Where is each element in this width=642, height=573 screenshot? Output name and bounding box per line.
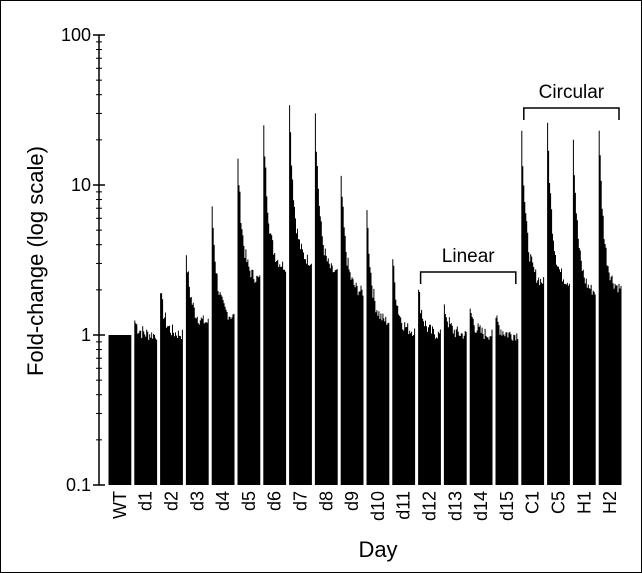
y-tick-label: 0.1	[66, 475, 91, 495]
bar-d2	[160, 293, 183, 485]
x-tick-label: d11	[394, 491, 414, 520]
y-tick-label: 100	[61, 25, 91, 45]
bar-group-d13	[443, 304, 467, 485]
bar-d7	[289, 105, 312, 486]
x-tick-label: WT	[110, 491, 130, 519]
x-tick-label: d2	[162, 491, 182, 511]
bar-WT	[108, 335, 132, 485]
y-tick-label: 10	[71, 175, 91, 195]
bar-d3	[185, 255, 209, 485]
bar-d10	[366, 210, 390, 485]
x-tick-label: d13	[445, 491, 465, 521]
bar-group-d1	[134, 320, 158, 485]
bar-d15	[495, 315, 519, 485]
annotation-label: Circular	[539, 82, 605, 103]
bar-d13	[443, 304, 467, 485]
x-axis-labels: WT d1 d2 d3 d4 d5 d6 d7 d8 d9 d10 d11 d12 d13 d14 d15 C1…	[110, 491, 620, 521]
bar-C1	[521, 130, 545, 485]
x-tick-label: d7	[291, 491, 311, 511]
bar-d12	[418, 289, 441, 485]
bar-d6	[263, 125, 287, 486]
annotation-label: Linear	[442, 246, 495, 267]
bar-C5	[547, 122, 570, 486]
annotation-bracket	[523, 107, 620, 120]
x-axis-title: Day	[358, 537, 397, 562]
x-tick-label: d9	[342, 491, 362, 511]
bar-group-d14	[469, 308, 493, 485]
x-tick-label: d6	[265, 491, 285, 511]
bar-group-WT	[108, 335, 132, 485]
x-tick-label: H1	[574, 491, 594, 514]
annotations: Linear Circular	[419, 82, 620, 284]
bar-group-C5	[547, 122, 570, 486]
bar-group-C1	[521, 130, 545, 485]
x-tick-label: d4	[213, 491, 233, 511]
x-tick-label: H2	[600, 491, 620, 514]
bar-d11	[392, 259, 416, 485]
bar-group-d3	[185, 255, 209, 485]
bar-d4	[211, 206, 235, 485]
x-tick-label: d14	[471, 491, 491, 521]
bar-group-d4	[211, 206, 235, 485]
annotation-circular: Circular	[523, 82, 620, 120]
bar-H1	[572, 139, 596, 486]
bar-group-d12	[418, 289, 441, 485]
bar-H2	[598, 130, 622, 485]
bar-d5	[237, 158, 261, 485]
bar-group-d11	[392, 259, 416, 485]
bar-group-H1	[572, 139, 596, 486]
bar-group-d10	[366, 210, 390, 485]
x-tick-label: d10	[368, 491, 388, 521]
bar-group-d7	[289, 105, 312, 486]
y-tick-label: 1	[81, 325, 91, 345]
bar-group-d2	[160, 293, 183, 485]
bar-group-H2	[598, 130, 622, 485]
x-tick-label: d15	[497, 491, 517, 521]
x-tick-label: d1	[136, 491, 156, 511]
y-axis-title: Fold-change (log scale)	[23, 146, 48, 376]
bar-d8	[314, 113, 338, 486]
x-tick-label: C1	[523, 491, 543, 514]
bar-d1	[134, 320, 158, 485]
bar-group-d5	[237, 158, 261, 485]
x-tick-label: d8	[316, 491, 336, 511]
x-tick-label: d3	[187, 491, 207, 511]
bar-group-d8	[314, 113, 338, 486]
bar-group-d9	[340, 175, 364, 485]
x-tick-label: C5	[549, 491, 569, 514]
annotation-bracket	[419, 271, 517, 284]
bar-series	[108, 105, 622, 486]
x-tick-label: d5	[239, 491, 259, 511]
bar-group-d15	[495, 315, 519, 485]
x-tick-label: d12	[420, 491, 440, 521]
annotation-linear: Linear	[419, 246, 517, 284]
y-axis: 0.1 1 10 100	[61, 25, 105, 495]
bar-d14	[469, 308, 493, 485]
bar-d9	[340, 175, 364, 485]
bar-group-d6	[263, 125, 287, 486]
